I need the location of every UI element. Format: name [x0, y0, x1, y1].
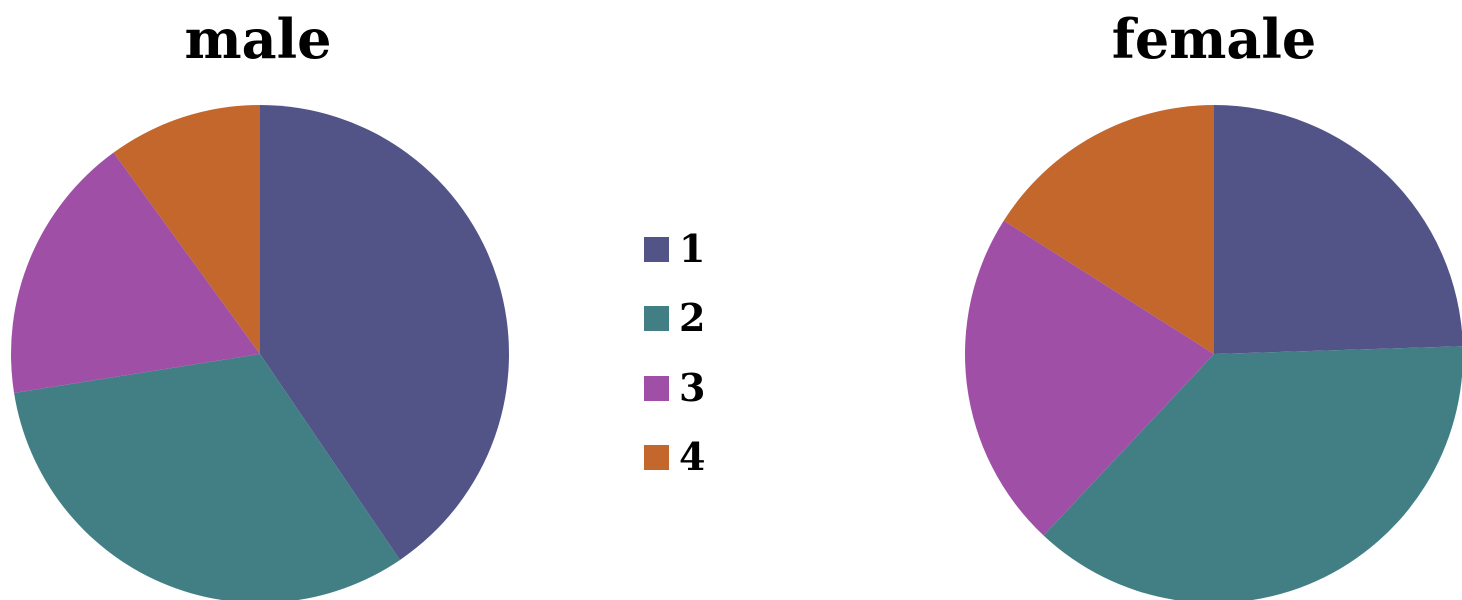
legend-swatch-1	[644, 237, 669, 262]
legend-label-1: 1	[679, 226, 705, 271]
legend-label-2: 2	[679, 295, 705, 340]
male-pie-slices	[10, 105, 509, 600]
legend-item-2: 2	[644, 295, 705, 340]
legend-item-3: 3	[644, 365, 705, 410]
female-slice-1	[1214, 105, 1462, 354]
female-pie-chart: female	[965, 7, 1462, 600]
legend: 1 2 3 4	[644, 226, 705, 479]
male-slice-4	[113, 105, 260, 354]
legend-swatch-4	[644, 445, 669, 470]
legend-swatch-2	[644, 306, 669, 331]
legend-swatch-3	[644, 376, 669, 401]
male-pie-chart: male	[10, 7, 509, 600]
female-pie-slices	[965, 105, 1462, 600]
legend-label-4: 4	[679, 434, 705, 479]
legend-label-3: 3	[679, 365, 705, 410]
male-slice-1	[260, 105, 509, 560]
male-pie-title: male	[185, 7, 332, 71]
legend-item-4: 4	[644, 434, 705, 479]
male-slice-2	[14, 354, 400, 600]
legend-item-1: 1	[644, 226, 705, 271]
female-slice-4	[1003, 105, 1214, 354]
female-slice-2	[1043, 346, 1462, 600]
female-slice-3	[965, 220, 1214, 536]
female-pie-title: female	[1112, 7, 1317, 71]
male-slice-3	[10, 152, 260, 393]
